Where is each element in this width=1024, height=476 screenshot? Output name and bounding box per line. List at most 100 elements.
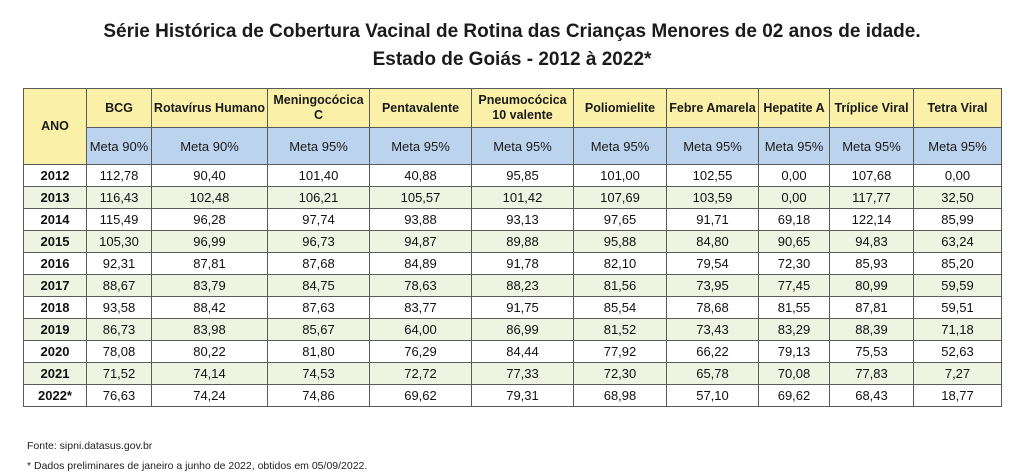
table-row: 2014 115,49 96,28 97,74 93,88 93,13 97,65 91,71… bbox=[23, 208, 1002, 231]
coverage-value-cell: 59,51 bbox=[913, 296, 1002, 319]
table-row: 2016 92,31 87,81 87,68 84,89 91,78 82,10 79,54 7… bbox=[23, 252, 1002, 275]
coverage-value-cell: 77,45 bbox=[758, 274, 830, 297]
vaccine-column-header: Meningocócica C bbox=[267, 88, 370, 128]
coverage-value-cell: 91,78 bbox=[471, 252, 574, 275]
table-body: 2012 112,78 90,40 101,40 40,88 95,85 101,00 102… bbox=[23, 164, 1002, 407]
vaccine-column-header: Pneumocócica 10 valente bbox=[471, 88, 574, 128]
vaccine-column-header: Febre Amarela bbox=[666, 88, 759, 128]
vaccine-column-header: Hepatite A bbox=[758, 88, 830, 128]
coverage-target-cell: Meta 95% bbox=[758, 127, 830, 165]
coverage-value-cell: 80,99 bbox=[829, 274, 914, 297]
coverage-value-cell: 90,65 bbox=[758, 230, 830, 253]
coverage-value-cell: 72,30 bbox=[758, 252, 830, 275]
coverage-target-cell: Meta 95% bbox=[471, 127, 574, 165]
coverage-value-cell: 81,55 bbox=[758, 296, 830, 319]
coverage-target-cell: Meta 95% bbox=[573, 127, 667, 165]
coverage-target-cell: Meta 95% bbox=[267, 127, 370, 165]
coverage-value-cell: 78,68 bbox=[666, 296, 759, 319]
coverage-value-cell: 0,00 bbox=[913, 164, 1002, 187]
coverage-target-cell: Meta 90% bbox=[86, 127, 152, 165]
coverage-value-cell: 57,10 bbox=[666, 384, 759, 407]
coverage-value-cell: 88,42 bbox=[151, 296, 268, 319]
coverage-value-cell: 91,71 bbox=[666, 208, 759, 231]
table-row: 2020 78,08 80,22 81,80 76,29 84,44 77,92 66,22 7… bbox=[23, 340, 1002, 363]
coverage-value-cell: 96,99 bbox=[151, 230, 268, 253]
coverage-value-cell: 87,63 bbox=[267, 296, 370, 319]
coverage-value-cell: 102,55 bbox=[666, 164, 759, 187]
table-row: 2021 71,52 74,14 74,53 72,72 77,33 72,30 65,78 7… bbox=[23, 362, 1002, 385]
coverage-value-cell: 74,24 bbox=[151, 384, 268, 407]
title-line-1: Série Histórica de Cobertura Vacinal de … bbox=[103, 21, 921, 42]
coverage-value-cell: 86,73 bbox=[86, 318, 152, 341]
coverage-value-cell: 80,22 bbox=[151, 340, 268, 363]
coverage-value-cell: 79,54 bbox=[666, 252, 759, 275]
coverage-value-cell: 93,13 bbox=[471, 208, 574, 231]
coverage-value-cell: 85,67 bbox=[267, 318, 370, 341]
coverage-value-cell: 103,59 bbox=[666, 186, 759, 209]
year-cell: 2018 bbox=[23, 296, 87, 319]
coverage-value-cell: 73,43 bbox=[666, 318, 759, 341]
coverage-value-cell: 97,65 bbox=[573, 208, 667, 231]
coverage-value-cell: 94,87 bbox=[369, 230, 472, 253]
coverage-table-container: ANO BCG Rotavírus Humano Meningocócica C Pe… bbox=[23, 88, 1002, 407]
table-row: 2012 112,78 90,40 101,40 40,88 95,85 101,00 102… bbox=[23, 164, 1002, 187]
coverage-value-cell: 71,18 bbox=[913, 318, 1002, 341]
coverage-value-cell: 84,75 bbox=[267, 274, 370, 297]
coverage-value-cell: 107,68 bbox=[829, 164, 914, 187]
coverage-value-cell: 102,48 bbox=[151, 186, 268, 209]
coverage-target-cell: Meta 95% bbox=[369, 127, 472, 165]
coverage-value-cell: 0,00 bbox=[758, 164, 830, 187]
coverage-value-cell: 81,52 bbox=[573, 318, 667, 341]
coverage-value-cell: 105,57 bbox=[369, 186, 472, 209]
coverage-value-cell: 64,00 bbox=[369, 318, 472, 341]
coverage-value-cell: 84,89 bbox=[369, 252, 472, 275]
coverage-value-cell: 93,58 bbox=[86, 296, 152, 319]
coverage-value-cell: 101,40 bbox=[267, 164, 370, 187]
year-cell: 2012 bbox=[23, 164, 87, 187]
vaccine-column-header: BCG bbox=[86, 88, 152, 128]
year-cell: 2017 bbox=[23, 274, 87, 297]
year-cell: 2013 bbox=[23, 186, 87, 209]
document-title: Série Histórica de Cobertura Vacinal de … bbox=[0, 18, 1024, 74]
coverage-value-cell: 69,18 bbox=[758, 208, 830, 231]
coverage-value-cell: 90,40 bbox=[151, 164, 268, 187]
coverage-value-cell: 85,54 bbox=[573, 296, 667, 319]
coverage-value-cell: 88,67 bbox=[86, 274, 152, 297]
coverage-value-cell: 83,79 bbox=[151, 274, 268, 297]
coverage-value-cell: 96,28 bbox=[151, 208, 268, 231]
title-line-2: Estado de Goiás - 2012 à 2022* bbox=[372, 49, 652, 70]
vaccine-column-header: Tetra Viral bbox=[913, 88, 1002, 128]
coverage-value-cell: 112,78 bbox=[86, 164, 152, 187]
coverage-value-cell: 83,77 bbox=[369, 296, 472, 319]
vaccine-column-header: Pentavalente bbox=[369, 88, 472, 128]
coverage-value-cell: 69,62 bbox=[369, 384, 472, 407]
table-row: 2013 116,43 102,48 106,21 105,57 101,42 107,69… bbox=[23, 186, 1002, 209]
year-cell: 2015 bbox=[23, 230, 87, 253]
coverage-value-cell: 74,53 bbox=[267, 362, 370, 385]
coverage-value-cell: 95,88 bbox=[573, 230, 667, 253]
coverage-value-cell: 105,30 bbox=[86, 230, 152, 253]
coverage-value-cell: 7,27 bbox=[913, 362, 1002, 385]
table-row: 2022* 76,63 74,24 74,86 69,62 79,31 68,98 57,10… bbox=[23, 384, 1002, 407]
coverage-value-cell: 72,30 bbox=[573, 362, 667, 385]
coverage-value-cell: 40,88 bbox=[369, 164, 472, 187]
coverage-value-cell: 76,63 bbox=[86, 384, 152, 407]
coverage-target-cell: Meta 90% bbox=[151, 127, 268, 165]
coverage-value-cell: 69,62 bbox=[758, 384, 830, 407]
vaccine-column-header: Rotavírus Humano bbox=[151, 88, 268, 128]
coverage-value-cell: 87,81 bbox=[829, 296, 914, 319]
coverage-value-cell: 74,14 bbox=[151, 362, 268, 385]
coverage-value-cell: 78,63 bbox=[369, 274, 472, 297]
coverage-value-cell: 83,98 bbox=[151, 318, 268, 341]
header-row-vaccines: ANO BCG Rotavírus Humano Meningocócica C Pe… bbox=[23, 88, 1002, 165]
coverage-value-cell: 93,88 bbox=[369, 208, 472, 231]
coverage-value-cell: 115,49 bbox=[86, 208, 152, 231]
year-cell: 2021 bbox=[23, 362, 87, 385]
table-row: 2018 93,58 88,42 87,63 83,77 91,75 85,54 78,68 8… bbox=[23, 296, 1002, 319]
coverage-value-cell: 95,85 bbox=[471, 164, 574, 187]
year-cell: 2019 bbox=[23, 318, 87, 341]
coverage-value-cell: 79,13 bbox=[758, 340, 830, 363]
coverage-value-cell: 85,20 bbox=[913, 252, 1002, 275]
coverage-value-cell: 84,80 bbox=[666, 230, 759, 253]
table-row: 2019 86,73 83,98 85,67 64,00 86,99 81,52 73,43 8… bbox=[23, 318, 1002, 341]
